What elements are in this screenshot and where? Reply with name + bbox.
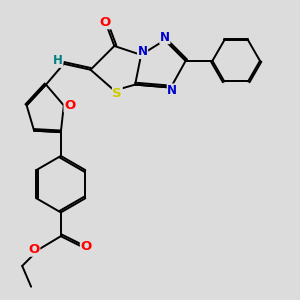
- Text: O: O: [80, 240, 92, 253]
- Text: O: O: [100, 16, 111, 29]
- Text: H: H: [53, 54, 63, 67]
- Text: O: O: [64, 99, 75, 112]
- Text: N: N: [160, 31, 170, 44]
- Text: N: N: [167, 84, 177, 97]
- Text: N: N: [138, 45, 148, 58]
- Text: S: S: [112, 87, 122, 100]
- Text: O: O: [28, 243, 40, 256]
